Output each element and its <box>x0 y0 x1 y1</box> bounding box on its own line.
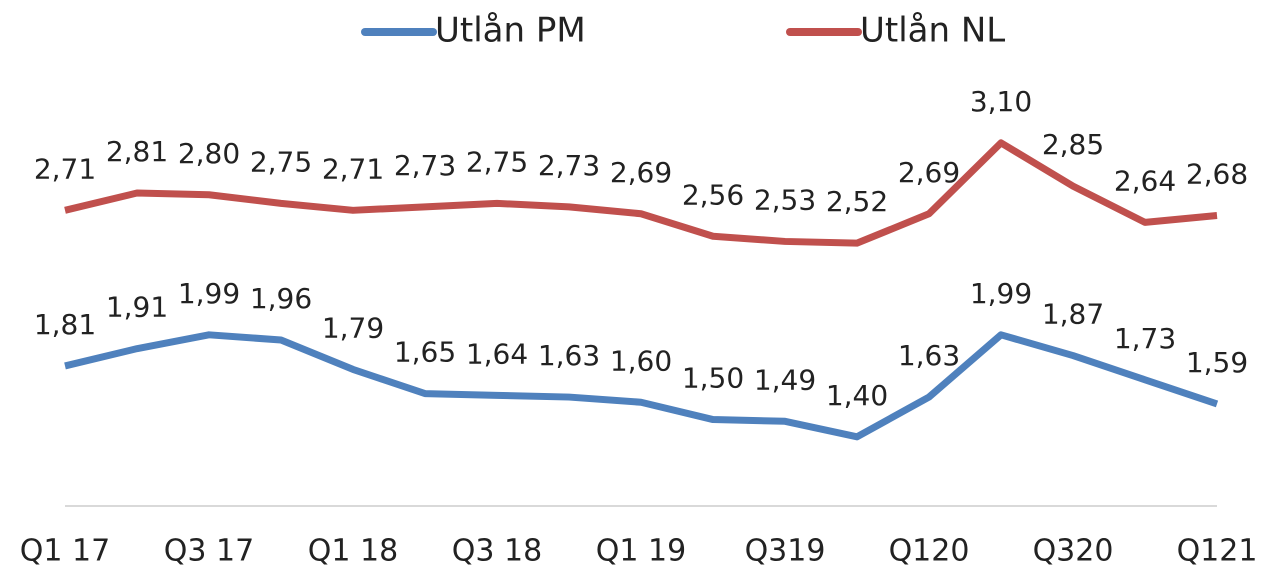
data-label: 1,87 <box>1042 298 1104 331</box>
data-label: 1,59 <box>1186 346 1248 379</box>
data-label: 1,50 <box>682 362 744 395</box>
x-tick-label: Q319 <box>745 534 826 569</box>
x-tick-label: Q3 18 <box>452 534 542 569</box>
data-label: 1,99 <box>178 277 240 310</box>
x-tick-label: Q1 17 <box>20 534 110 569</box>
x-tick-label: Q120 <box>889 534 970 569</box>
data-label: 2,75 <box>250 145 312 178</box>
data-label: 1,49 <box>754 363 816 396</box>
data-label: 2,69 <box>898 156 960 189</box>
x-tick-label: Q320 <box>1033 534 1114 569</box>
data-label: 2,80 <box>178 137 240 170</box>
data-label: 3,10 <box>970 85 1032 118</box>
data-label: 2,53 <box>754 183 816 216</box>
data-label: 1,40 <box>826 379 888 412</box>
data-label: 1,91 <box>106 291 168 324</box>
x-tick-label: Q3 17 <box>164 534 254 569</box>
data-label: 1,63 <box>538 339 600 372</box>
data-label: 1,99 <box>970 277 1032 310</box>
data-label: 2,64 <box>1114 164 1176 197</box>
x-tick-label: Q121 <box>1177 534 1258 569</box>
data-label: 1,96 <box>250 282 312 315</box>
data-label: 2,81 <box>106 135 168 168</box>
data-label: 2,52 <box>826 185 888 218</box>
data-label: 1,81 <box>34 308 96 341</box>
data-label: 1,64 <box>466 337 528 370</box>
data-label: 2,56 <box>682 178 744 211</box>
data-label: 1,60 <box>610 344 672 377</box>
data-label: 2,71 <box>34 152 96 185</box>
x-tick-label: Q1 19 <box>596 534 686 569</box>
data-label: 2,69 <box>610 156 672 189</box>
data-label: 2,73 <box>538 149 600 182</box>
legend-label: Utlån NL <box>860 11 1005 51</box>
data-label: 1,63 <box>898 339 960 372</box>
series-line <box>64 139 1218 247</box>
data-label: 1,65 <box>394 336 456 369</box>
data-label: 2,73 <box>394 149 456 182</box>
data-label: 2,68 <box>1186 158 1248 191</box>
data-label: 2,75 <box>466 145 528 178</box>
data-label: 2,85 <box>1042 128 1104 161</box>
series-line <box>64 331 1219 441</box>
data-label: 1,73 <box>1114 322 1176 355</box>
data-label: 2,71 <box>322 152 384 185</box>
data-label: 1,79 <box>322 311 384 344</box>
legend-label: Utlån PM <box>435 11 586 51</box>
x-tick-label: Q1 18 <box>308 534 398 569</box>
